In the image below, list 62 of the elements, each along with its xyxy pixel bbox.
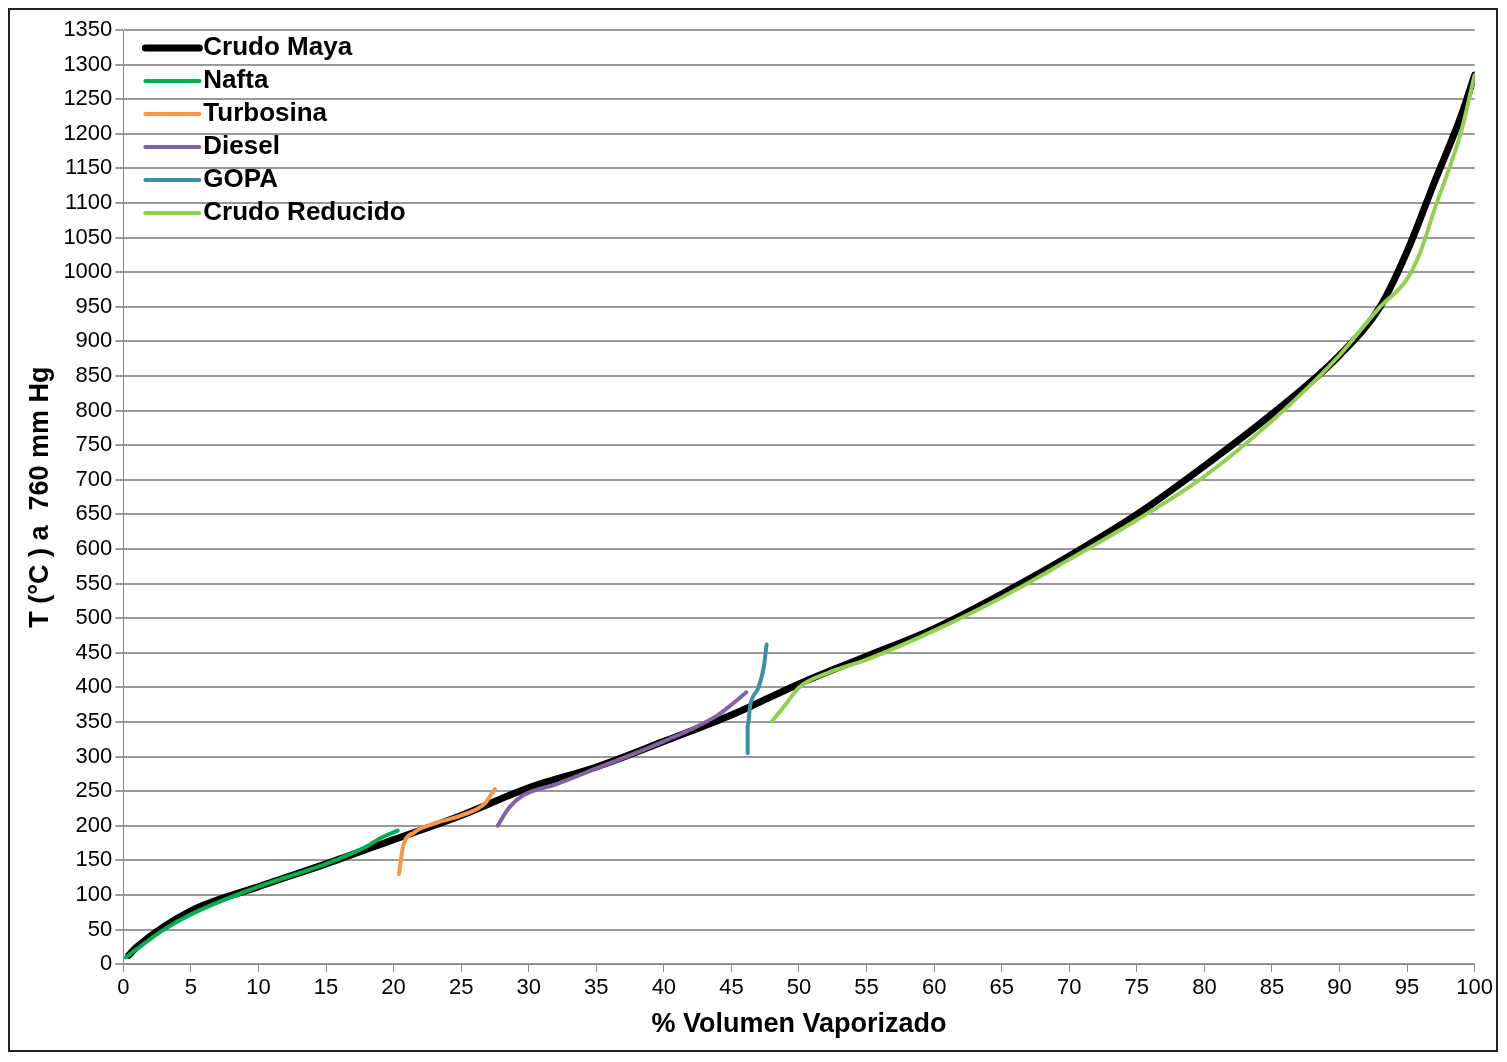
x-tick-label: 20 <box>381 974 406 1000</box>
y-tick-label: 300 <box>75 742 113 768</box>
x-tick-label: 55 <box>854 974 879 1000</box>
y-tick-label: 50 <box>87 915 113 941</box>
y-tick-label: 1150 <box>65 154 113 180</box>
x-tick-label: 50 <box>786 974 812 1000</box>
legend-label: Turbosina <box>203 97 328 128</box>
line-series <box>495 690 749 828</box>
line-series <box>124 828 400 960</box>
y-tick-label: 0 <box>100 950 113 976</box>
x-tick-label: 95 <box>1394 974 1420 1000</box>
line-series <box>745 642 769 756</box>
y-tick-label: 1250 <box>63 85 113 111</box>
x-tick-label: 10 <box>246 974 271 1000</box>
line-series <box>769 72 1475 724</box>
y-tick-label: 950 <box>75 292 113 318</box>
x-tick-label: 65 <box>989 974 1014 1000</box>
x-tick-label: 35 <box>584 974 609 1000</box>
y-tick-label: 450 <box>75 638 113 664</box>
x-axis-title: % Volumen Vaporizado <box>651 1008 947 1039</box>
legend-label: Crudo Maya <box>203 31 353 62</box>
y-tick-label: 250 <box>75 777 113 803</box>
y-tick-label: 150 <box>75 846 113 872</box>
y-tick-label: 350 <box>75 708 113 734</box>
y-tick-label: 1200 <box>63 119 113 145</box>
y-tick-label: 850 <box>75 362 113 388</box>
y-tick-label: 1300 <box>63 50 113 76</box>
y-tick-label: 650 <box>75 500 113 526</box>
x-tick-label: 45 <box>719 974 744 1000</box>
y-tick-label: 1000 <box>63 258 113 284</box>
x-tick-label: 85 <box>1259 974 1285 1000</box>
x-tick-label: 70 <box>1057 974 1082 1000</box>
legend-label: Nafta <box>203 64 269 95</box>
y-tick-label: 500 <box>75 604 113 630</box>
x-tick-label: 100 <box>1456 974 1494 1000</box>
x-tick-label: 5 <box>184 974 198 1000</box>
y-tick-label: 550 <box>75 569 113 595</box>
y-tick-label: 100 <box>75 881 113 907</box>
x-tick-label: 30 <box>516 974 541 1000</box>
y-tick-label: 1350 <box>63 16 113 42</box>
y-tick-label: 1100 <box>65 189 113 215</box>
x-tick-label: 80 <box>1192 974 1217 1000</box>
y-axis-title: T (°C ) a 760 mm Hg <box>23 366 54 628</box>
x-tick-label: 60 <box>921 974 947 1000</box>
line-series <box>397 787 497 877</box>
x-tick-label: 0 <box>117 974 130 1000</box>
y-tick-label: 400 <box>75 673 113 699</box>
y-tick-label: 800 <box>75 396 113 422</box>
x-tick-label: 40 <box>651 974 677 1000</box>
legend-label: Diesel <box>203 130 280 161</box>
y-tick-label: 200 <box>75 811 113 837</box>
y-tick-label: 1050 <box>63 223 113 249</box>
x-tick-label: 25 <box>448 974 474 1000</box>
legend-label: Crudo Reducido <box>203 196 406 227</box>
y-tick-label: 700 <box>75 465 113 491</box>
x-tick-label: 90 <box>1327 974 1352 1000</box>
y-tick-label: 900 <box>75 327 113 353</box>
x-tick-label: 75 <box>1124 974 1150 1000</box>
y-tick-label: 600 <box>75 535 113 561</box>
y-tick-label: 750 <box>75 431 113 457</box>
legend-label: GOPA <box>203 163 279 194</box>
x-tick-label: 15 <box>313 974 339 1000</box>
